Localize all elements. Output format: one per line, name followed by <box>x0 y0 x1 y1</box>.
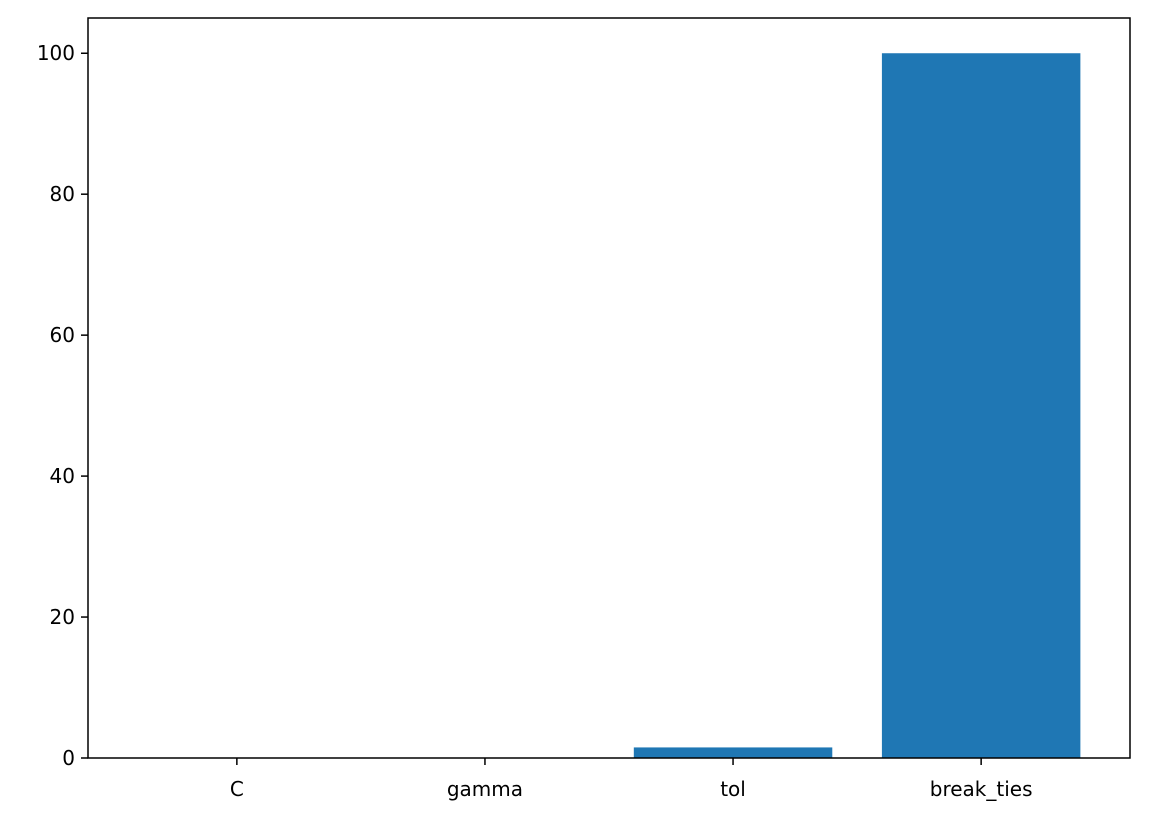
y-tick-label: 100 <box>37 41 75 65</box>
y-tick-label: 60 <box>50 323 75 347</box>
y-axis: 0 20 40 60 80 100 <box>37 41 88 770</box>
bars-layer <box>138 53 1081 758</box>
y-tick-label: 40 <box>50 464 75 488</box>
y-tick-label: 20 <box>50 605 75 629</box>
y-tick-label: 0 <box>62 746 75 770</box>
x-tick-label: tol <box>720 777 746 801</box>
bar-tol <box>634 747 832 758</box>
x-tick-label: gamma <box>447 777 523 801</box>
bar-break_ties <box>882 53 1080 758</box>
x-tick-label: break_ties <box>930 777 1033 801</box>
y-tick-label: 80 <box>50 182 75 206</box>
x-tick-label: C <box>230 777 244 801</box>
